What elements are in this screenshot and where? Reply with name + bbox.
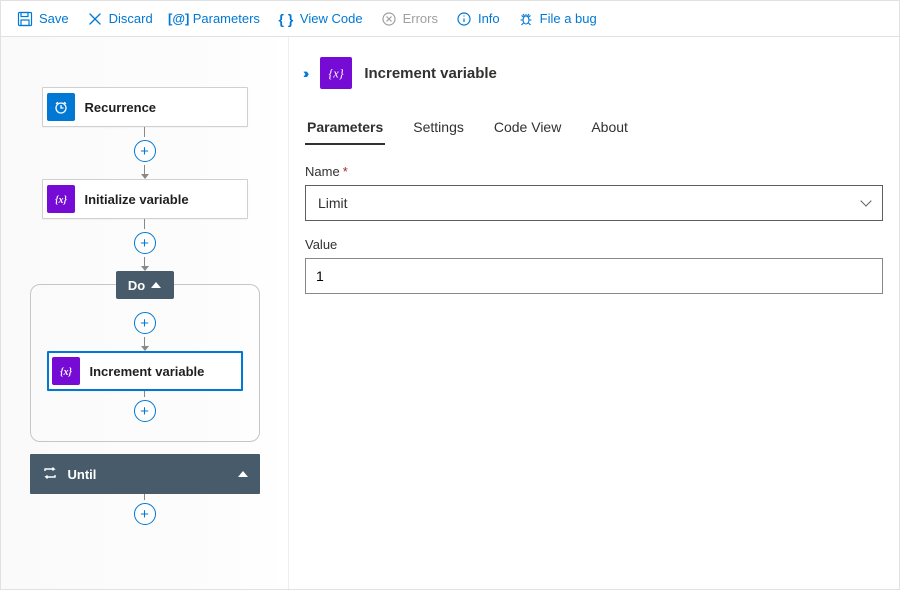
svg-text:{x}: {x}: [60, 367, 72, 378]
required-indicator: *: [343, 164, 348, 179]
node-recurrence[interactable]: Recurrence: [42, 87, 248, 127]
connector: [144, 494, 145, 500]
connector: [144, 127, 145, 137]
info-icon: [456, 11, 472, 27]
chevron-down-icon: [860, 195, 871, 206]
bug-icon: [518, 11, 534, 27]
view-code-button[interactable]: { } View Code: [270, 7, 371, 31]
chevron-up-icon: [238, 471, 248, 477]
until-bar[interactable]: Until: [30, 454, 260, 494]
value-input[interactable]: [305, 258, 883, 294]
add-action-button[interactable]: +: [134, 400, 156, 422]
info-label: Info: [478, 11, 500, 26]
errors-button: Errors: [373, 7, 446, 31]
node-initialize-variable[interactable]: {x} Initialize variable: [42, 179, 248, 219]
svg-text:{x}: {x}: [329, 67, 344, 81]
add-action-button[interactable]: +: [134, 312, 156, 334]
chevron-up-icon: [151, 282, 161, 288]
parameters-label: Parameters: [193, 11, 260, 26]
node-increment-variable[interactable]: {x} Increment variable: [47, 351, 243, 391]
errors-label: Errors: [403, 11, 438, 26]
variable-icon: {x}: [320, 57, 352, 89]
connector: [144, 391, 145, 397]
name-label: Name*: [305, 164, 883, 179]
loop-icon: [42, 465, 58, 484]
name-select[interactable]: Limit: [305, 185, 883, 221]
do-header[interactable]: Do: [116, 271, 174, 299]
variable-icon: {x}: [47, 185, 75, 213]
main-area: Recurrence + {x} Initialize variable + D…: [1, 37, 899, 589]
name-value: Limit: [318, 195, 348, 211]
save-label: Save: [39, 11, 69, 26]
connector: [141, 257, 149, 271]
connector: [141, 337, 149, 351]
connector: [144, 219, 145, 229]
file-bug-button[interactable]: File a bug: [510, 7, 605, 31]
svg-text:{x}: {x}: [55, 195, 67, 206]
add-action-button[interactable]: +: [134, 140, 156, 162]
info-button[interactable]: Info: [448, 7, 508, 31]
add-action-button[interactable]: +: [134, 503, 156, 525]
discard-button[interactable]: Discard: [79, 7, 161, 31]
panel-title: Increment variable: [364, 65, 497, 82]
tab-settings[interactable]: Settings: [411, 113, 466, 145]
node-label: Recurrence: [85, 100, 157, 115]
node-label: Initialize variable: [85, 192, 189, 207]
properties-panel: ›› {x} Increment variable Parameters Set…: [289, 37, 899, 589]
braces-icon: { }: [278, 11, 294, 27]
view-code-label: View Code: [300, 11, 363, 26]
designer-canvas[interactable]: Recurrence + {x} Initialize variable + D…: [1, 37, 289, 589]
discard-label: Discard: [109, 11, 153, 26]
parameters-button[interactable]: [@] Parameters: [163, 7, 268, 31]
file-bug-label: File a bug: [540, 11, 597, 26]
value-label: Value: [305, 237, 883, 252]
until-label: Until: [68, 467, 97, 482]
do-label: Do: [128, 278, 145, 293]
parameters-form: Name* Limit Value: [299, 146, 889, 294]
add-action-button[interactable]: +: [134, 232, 156, 254]
errors-icon: [381, 11, 397, 27]
tab-code-view[interactable]: Code View: [492, 113, 563, 145]
discard-icon: [87, 11, 103, 27]
tab-about[interactable]: About: [589, 113, 630, 145]
save-button[interactable]: Save: [9, 7, 77, 31]
parameters-icon: [@]: [171, 11, 187, 27]
tab-parameters[interactable]: Parameters: [305, 113, 385, 145]
variable-icon: {x}: [52, 357, 80, 385]
command-bar: Save Discard [@] Parameters { } View Cod…: [1, 1, 899, 37]
save-icon: [17, 11, 33, 27]
connector: [141, 165, 149, 179]
clock-icon: [47, 93, 75, 121]
do-body: + {x} Increment variable +: [30, 284, 260, 442]
node-label: Increment variable: [90, 364, 205, 379]
panel-tabs: Parameters Settings Code View About: [299, 107, 889, 146]
collapse-panel-button[interactable]: ››: [301, 65, 308, 81]
